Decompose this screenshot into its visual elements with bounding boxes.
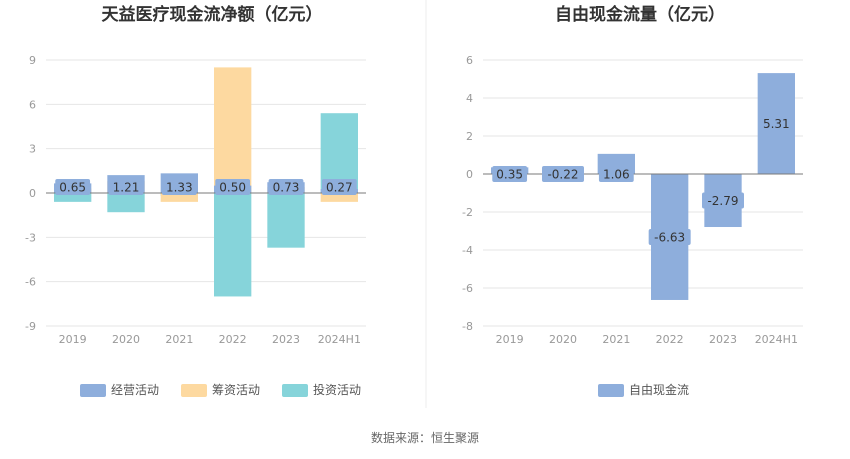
x-tick-label: 2022 (656, 333, 684, 346)
x-tick-label: 2021 (165, 333, 193, 346)
legend-item[interactable]: 自由现金流 (598, 382, 689, 397)
value-label: 0.35 (496, 168, 523, 182)
value-label: -0.22 (547, 168, 578, 182)
x-tick-label: 2021 (602, 333, 630, 346)
value-label: 1.06 (603, 168, 630, 182)
x-tick-label: 2019 (59, 333, 87, 346)
legend-swatch (80, 384, 106, 397)
legend-item[interactable]: 投资活动 (282, 382, 361, 397)
x-tick-label: 2020 (112, 333, 140, 346)
data-source: 数据来源：恒生聚源 (370, 431, 479, 445)
legend-item[interactable]: 筹资活动 (181, 383, 260, 397)
value-label: 1.21 (113, 181, 140, 195)
value-label-bg (758, 115, 794, 132)
x-tick-label: 2024H1 (318, 333, 361, 346)
value-label: 1.33 (166, 181, 193, 195)
chart2-x-axis: 2019 2020 2021 2022 2023 2024H1 (496, 333, 798, 346)
value-label: -2.79 (707, 194, 738, 208)
y-tick-label: 0 (466, 168, 473, 181)
value-label-bg (55, 179, 91, 195)
value-label-bg (648, 228, 691, 245)
bar-投资活动[interactable] (214, 193, 252, 297)
value-label: -6.63 (654, 230, 685, 244)
value-label-bg (268, 179, 304, 195)
chart2-bars: 0.35 -0.22 1.06 -6.63 -2.79 5.31 (483, 73, 803, 300)
bar-投资活动[interactable] (107, 193, 145, 213)
x-tick-label: 2024H1 (755, 333, 798, 346)
y-tick-label: 0 (29, 187, 36, 200)
value-label-bg (542, 166, 584, 182)
y-tick-label: -3 (25, 231, 36, 244)
chart2-y-axis: 6 4 2 0 -2 -4 -6 -8 (462, 54, 473, 333)
chart1-x-axis: 2019 2020 2021 2022 2023 2024H1 (59, 333, 361, 346)
x-tick-label: 2019 (496, 333, 524, 346)
value-label: 0.73 (273, 181, 300, 195)
bar-筹资活动[interactable] (160, 193, 198, 202)
legend-label: 自由现金流 (629, 382, 689, 397)
chart1-title: 天益医疗现金流净额（亿元） (102, 4, 323, 25)
legend-swatch (181, 384, 207, 397)
chart1-legend[interactable]: 经营活动 筹资活动 投资活动 (80, 382, 361, 397)
value-label-bg (702, 192, 744, 209)
value-label-bg (321, 179, 357, 195)
legend-label: 筹资活动 (212, 383, 260, 397)
value-label-bg (108, 179, 144, 195)
legend-label: 经营活动 (111, 383, 159, 397)
y-tick-label: -9 (25, 320, 36, 333)
x-tick-label: 2023 (709, 333, 737, 346)
y-tick-label: 2 (466, 130, 473, 143)
y-tick-label: 3 (29, 143, 36, 156)
y-tick-label: 6 (29, 98, 36, 111)
cashflow-net-chart: 天益医疗现金流净额（亿元） 9 6 3 0 -3 -6 -9 0.65 1.21 1.33 0.5… (25, 4, 366, 397)
y-tick-label: -2 (462, 206, 473, 219)
bar-投资活动[interactable] (54, 193, 92, 202)
bar-筹资活动[interactable] (214, 67, 252, 193)
y-tick-label: -6 (462, 282, 473, 295)
value-label-bg (598, 166, 634, 182)
x-tick-label: 2020 (549, 333, 577, 346)
legend-item[interactable]: 经营活动 (80, 383, 159, 397)
x-tick-label: 2023 (272, 333, 300, 346)
value-label-bg (215, 179, 251, 195)
chart1-y-axis: 9 6 3 0 -3 -6 -9 (25, 54, 36, 333)
y-tick-label: 9 (29, 54, 36, 67)
value-label: 0.27 (326, 181, 353, 195)
value-label: 5.31 (763, 117, 790, 131)
value-label-bg (492, 166, 528, 182)
y-tick-label: -6 (25, 276, 36, 289)
legend-swatch (282, 384, 308, 397)
legend-label: 投资活动 (313, 382, 361, 397)
y-tick-label: -8 (462, 320, 473, 333)
bar-投资活动[interactable] (267, 193, 305, 248)
x-tick-label: 2022 (219, 333, 247, 346)
y-tick-label: -4 (462, 244, 473, 257)
chart1-bars: 0.65 1.21 1.33 0.50 0.73 0.27 (46, 67, 366, 297)
value-label: 0.65 (59, 181, 86, 195)
bar-筹资活动[interactable] (320, 193, 358, 202)
chart2-legend[interactable]: 自由现金流 (598, 382, 689, 397)
y-tick-label: 4 (466, 92, 473, 105)
free-cashflow-chart: 自由现金流量（亿元） 6 4 2 0 -2 -4 -6 -8 0.35 -0.22 1.06 -6.… (462, 4, 803, 397)
value-label-bg (161, 179, 197, 195)
chart2-grid (483, 59, 803, 327)
value-label: 0.50 (219, 181, 246, 195)
y-tick-label: 6 (466, 54, 473, 67)
chart2-title: 自由现金流量（亿元） (555, 4, 725, 25)
legend-swatch (598, 384, 624, 397)
